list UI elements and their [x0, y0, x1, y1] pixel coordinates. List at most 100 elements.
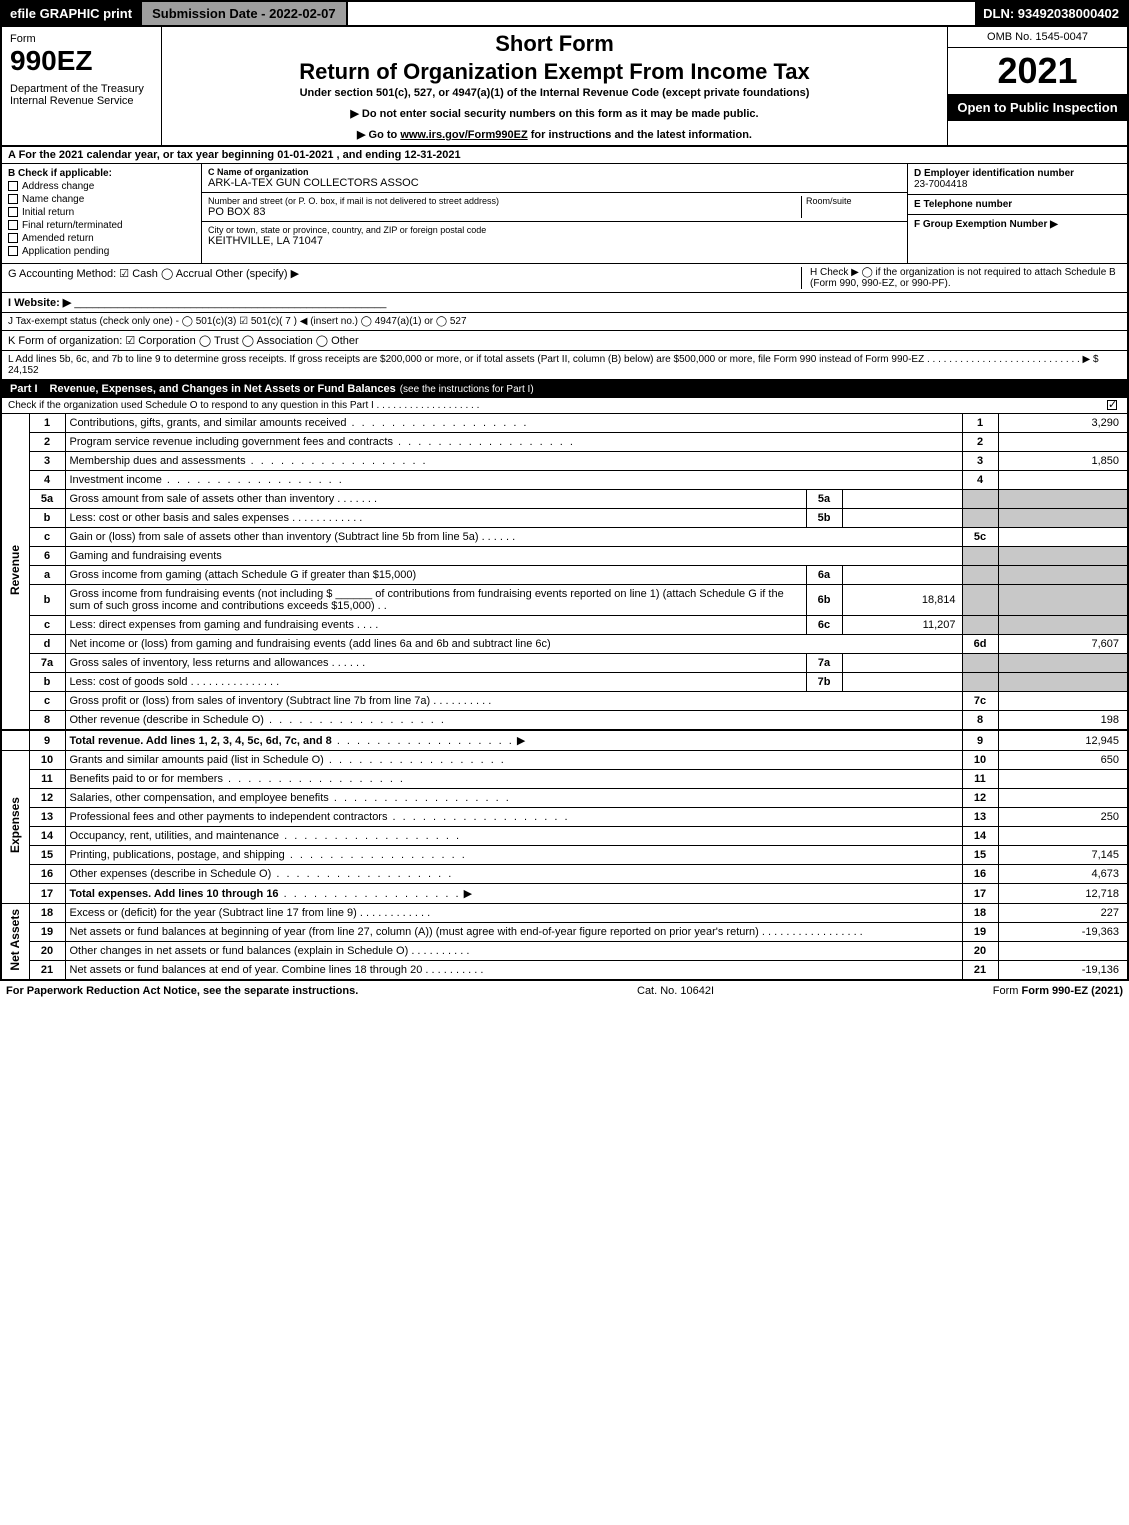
line-num: 10: [29, 751, 65, 770]
line-num: 1: [29, 414, 65, 433]
address-label: Number and street (or P. O. box, if mail…: [208, 196, 801, 206]
org-name-value: ARK-LA-TEX GUN COLLECTORS ASSOC: [208, 177, 901, 189]
line-amount: 198: [998, 711, 1128, 731]
shaded-cell: [962, 490, 998, 509]
line-desc: Program service revenue including govern…: [70, 436, 393, 448]
line-desc: Other changes in net assets or fund bala…: [70, 945, 409, 957]
line-rnum: 16: [962, 865, 998, 884]
chk-application-pending: Application pending: [8, 246, 195, 257]
part-1-table: Revenue 1 Contributions, gifts, grants, …: [0, 414, 1129, 980]
line-amount: [998, 827, 1128, 846]
line-6b: b Gross income from fundraising events (…: [1, 585, 1128, 616]
mini-val: [842, 673, 962, 692]
checkbox-icon[interactable]: [8, 194, 18, 204]
line-2: 2 Program service revenue including gove…: [1, 433, 1128, 452]
instruction-1: ▶ Do not enter social security numbers o…: [168, 107, 941, 120]
line-num: d: [29, 635, 65, 654]
revenue-side-label: Revenue: [1, 414, 29, 730]
shaded-cell: [962, 654, 998, 673]
submission-date: Submission Date - 2022-02-07: [140, 2, 348, 25]
line-6a: a Gross income from gaming (attach Sched…: [1, 566, 1128, 585]
line-7a: 7a Gross sales of inventory, less return…: [1, 654, 1128, 673]
line-14: 14 Occupancy, rent, utilities, and maint…: [1, 827, 1128, 846]
form-label: Form: [10, 33, 153, 45]
checkbox-icon[interactable]: [8, 207, 18, 217]
line-amount: [998, 692, 1128, 711]
checkbox-icon[interactable]: [8, 220, 18, 230]
checkbox-icon[interactable]: [8, 233, 18, 243]
line-num: 3: [29, 452, 65, 471]
line-amount: -19,136: [998, 961, 1128, 980]
line-16: 16 Other expenses (describe in Schedule …: [1, 865, 1128, 884]
shaded-cell: [962, 509, 998, 528]
line-rnum: 8: [962, 711, 998, 731]
address-value: PO BOX 83: [208, 206, 801, 218]
checkbox-icon[interactable]: [8, 181, 18, 191]
line-desc: Less: cost of goods sold: [70, 676, 188, 688]
line-amount: 4,673: [998, 865, 1128, 884]
mini-val: 11,207: [842, 616, 962, 635]
group-exemption-row: F Group Exemption Number ▶: [908, 215, 1127, 234]
shaded-cell: [962, 585, 998, 616]
part-label: Part I: [10, 383, 50, 395]
row-a-text: A For the 2021 calendar year, or tax yea…: [8, 149, 461, 161]
line-amount: [998, 471, 1128, 490]
line-desc: Professional fees and other payments to …: [70, 811, 388, 823]
mini-num: 7b: [806, 673, 842, 692]
checkbox-icon[interactable]: [8, 246, 18, 256]
line-rnum: 21: [962, 961, 998, 980]
instruction-2: ▶ Go to www.irs.gov/Form990EZ for instru…: [168, 128, 941, 141]
line-desc: Net assets or fund balances at beginning…: [70, 926, 759, 938]
line-desc: Total revenue. Add lines 1, 2, 3, 4, 5c,…: [70, 735, 332, 747]
form-header: Form 990EZ Department of the Treasury In…: [0, 27, 1129, 147]
shaded-cell: [962, 566, 998, 585]
line-4: 4 Investment income 4: [1, 471, 1128, 490]
mini-num: 6a: [806, 566, 842, 585]
mini-val: [842, 490, 962, 509]
line-rnum: 19: [962, 923, 998, 942]
line-rnum: 15: [962, 846, 998, 865]
line-rnum: 1: [962, 414, 998, 433]
line-desc: Other revenue (describe in Schedule O): [70, 714, 264, 726]
shaded-cell: [962, 547, 998, 566]
line-3: 3 Membership dues and assessments 3 1,85…: [1, 452, 1128, 471]
section-c: C Name of organization ARK-LA-TEX GUN CO…: [202, 164, 907, 263]
line-num: b: [29, 509, 65, 528]
footer-center: Cat. No. 10642I: [637, 985, 714, 997]
arrow-icon: ▶: [464, 888, 472, 900]
shaded-cell: [998, 509, 1128, 528]
line-amount: 650: [998, 751, 1128, 770]
shaded-cell: [998, 490, 1128, 509]
line-desc: Gross income from gaming (attach Schedul…: [70, 569, 417, 581]
line-rnum: 3: [962, 452, 998, 471]
line-desc: Salaries, other compensation, and employ…: [70, 792, 329, 804]
line-18: Net Assets 18 Excess or (deficit) for th…: [1, 904, 1128, 923]
schedule-o-checkbox[interactable]: [1107, 400, 1117, 410]
chk-amended-return: Amended return: [8, 233, 195, 244]
line-7c: c Gross profit or (loss) from sales of i…: [1, 692, 1128, 711]
part-title: Revenue, Expenses, and Changes in Net As…: [50, 383, 396, 395]
line-desc: Gaming and fundraising events: [70, 550, 222, 562]
schedule-o-text: Check if the organization used Schedule …: [8, 400, 479, 411]
line-num: b: [29, 673, 65, 692]
shaded-cell: [962, 673, 998, 692]
line-rnum: 9: [962, 730, 998, 751]
mini-val: 18,814: [842, 585, 962, 616]
line-num: 14: [29, 827, 65, 846]
line-num: c: [29, 692, 65, 711]
irs-link[interactable]: www.irs.gov/Form990EZ: [400, 129, 527, 141]
page-footer: For Paperwork Reduction Act Notice, see …: [0, 980, 1129, 1001]
meta-section: G Accounting Method: ☑ Cash ◯ Accrual Ot…: [0, 264, 1129, 380]
line-amount: 7,145: [998, 846, 1128, 865]
instr2-suffix: for instructions and the latest informat…: [528, 129, 752, 141]
line-amount: [998, 770, 1128, 789]
group-exemption-label: F Group Exemption Number ▶: [914, 219, 1058, 230]
line-num: 19: [29, 923, 65, 942]
telephone-row: E Telephone number: [908, 195, 1127, 215]
ein-label: D Employer identification number: [914, 168, 1074, 179]
room-label: Room/suite: [806, 196, 901, 206]
line-num: c: [29, 616, 65, 635]
line-num: 2: [29, 433, 65, 452]
line-rnum: 20: [962, 942, 998, 961]
row-a-tax-year: A For the 2021 calendar year, or tax yea…: [0, 147, 1129, 164]
